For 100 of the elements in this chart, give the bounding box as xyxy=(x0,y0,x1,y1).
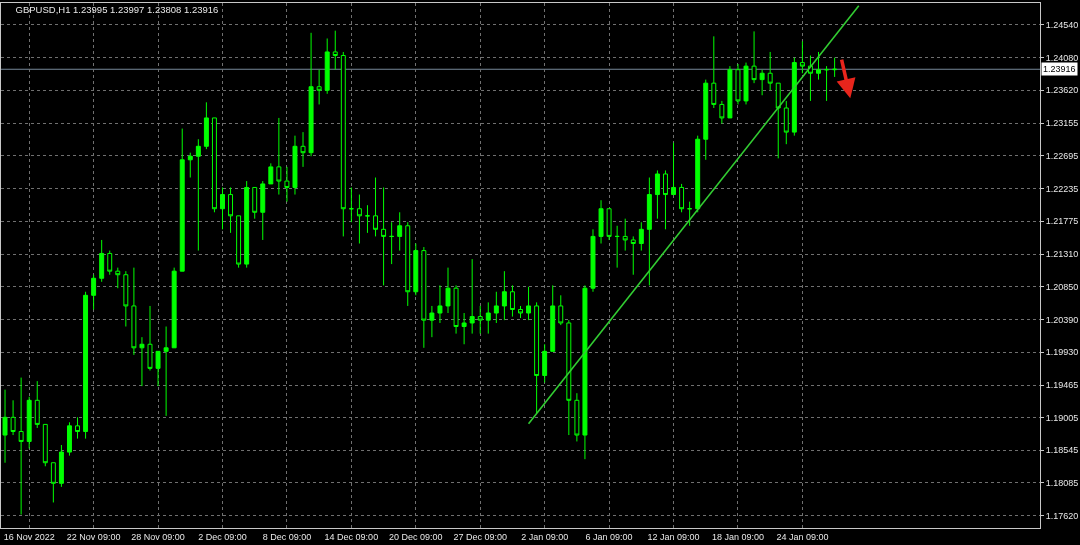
candlestick xyxy=(203,101,209,150)
x-tick-label: 22 Nov 09:00 xyxy=(66,531,121,542)
y-tick-label: 1.24080 xyxy=(1045,52,1079,63)
x-tick-label: 6 Jan 09:00 xyxy=(585,531,633,542)
y-tick-label: 1.21310 xyxy=(1045,249,1079,260)
candlestick xyxy=(356,194,362,245)
candlestick xyxy=(574,392,580,442)
candlestick xyxy=(26,396,32,450)
candlestick xyxy=(558,294,564,326)
candlestick xyxy=(348,186,354,223)
candlestick xyxy=(727,65,733,119)
y-tick-label: 1.21775 xyxy=(1045,216,1079,227)
candlestick xyxy=(429,305,435,338)
x-tick-label: 24 Jan 09:00 xyxy=(776,531,829,542)
candlestick xyxy=(220,186,225,230)
candlestick xyxy=(10,399,16,436)
ref-line-label: 1.23916 xyxy=(1043,64,1076,74)
candlestick xyxy=(663,169,668,230)
candlestick xyxy=(316,69,322,105)
candlestick xyxy=(421,246,427,349)
candlestick xyxy=(171,267,177,349)
y-tick-label: 1.20850 xyxy=(1045,281,1079,292)
candlestick xyxy=(743,62,749,105)
y-tick-label: 1.19930 xyxy=(1045,347,1079,358)
candlestick xyxy=(445,267,451,314)
y-tick-label: 1.18545 xyxy=(1045,445,1079,456)
candlestick xyxy=(260,180,266,241)
candlestick xyxy=(99,239,105,283)
candlestick xyxy=(50,462,56,503)
candlestick xyxy=(719,100,725,125)
candlestick xyxy=(590,228,596,293)
candlestick xyxy=(679,183,685,213)
x-tick-label: 18 Jan 09:00 xyxy=(711,531,764,542)
candlestick xyxy=(66,421,72,457)
candlestick xyxy=(83,291,89,440)
candlestick xyxy=(622,218,628,252)
candlestick xyxy=(389,221,395,265)
candlestick xyxy=(324,37,330,95)
candlestick xyxy=(824,65,830,102)
candlestick xyxy=(469,258,475,335)
candlestick xyxy=(332,30,338,71)
candlestick xyxy=(816,51,821,81)
candlestick xyxy=(405,221,411,307)
candlestick xyxy=(195,138,201,252)
candlestick xyxy=(179,128,185,272)
candlestick xyxy=(91,274,97,310)
candlestick xyxy=(413,243,419,296)
y-tick-label: 1.19465 xyxy=(1045,380,1079,391)
x-tick-label: 14 Dec 09:00 xyxy=(324,531,379,542)
candlestick xyxy=(711,35,717,109)
candlestick xyxy=(654,169,660,220)
candlestick xyxy=(582,284,588,460)
candlestick xyxy=(308,32,314,157)
candlestick xyxy=(18,377,24,516)
candlestick xyxy=(687,201,693,227)
y-tick-label: 1.22695 xyxy=(1045,151,1079,162)
candlestick xyxy=(381,186,387,286)
candlestick xyxy=(646,177,652,286)
x-tick-label: 28 Nov 09:00 xyxy=(131,531,185,542)
candlestick xyxy=(147,305,153,371)
y-tick-label: 1.23155 xyxy=(1045,118,1079,129)
candlestick xyxy=(276,117,282,196)
candlestick xyxy=(75,416,80,440)
candlestick xyxy=(566,319,572,436)
candlestick xyxy=(695,135,701,213)
candlestick xyxy=(759,69,765,96)
candlestick xyxy=(123,270,129,328)
candlestick xyxy=(775,82,781,159)
candlestick xyxy=(485,301,491,335)
y-tick-label: 1.19005 xyxy=(1045,412,1079,423)
candlestick xyxy=(767,51,773,91)
candlestick xyxy=(703,79,709,161)
candlestick xyxy=(340,51,346,237)
candlestick xyxy=(163,326,169,417)
candlestick xyxy=(373,177,378,237)
x-tick-label: 12 Jan 09:00 xyxy=(647,531,700,542)
candlestick xyxy=(155,350,161,387)
candlestick xyxy=(807,55,813,102)
candlestick xyxy=(606,208,612,241)
candlestick xyxy=(671,142,676,196)
candlestick xyxy=(461,312,467,345)
candlestick xyxy=(437,284,443,324)
candlestick xyxy=(638,221,644,252)
candlestick xyxy=(493,291,499,324)
candlestick xyxy=(115,267,121,289)
candlestick xyxy=(131,267,137,356)
candlestick xyxy=(284,166,290,203)
x-tick-label: 27 Dec 09:00 xyxy=(453,531,507,542)
candlestick xyxy=(630,235,636,276)
candlestick xyxy=(791,57,797,137)
candlestick xyxy=(187,152,193,179)
candlestick xyxy=(453,284,459,335)
candlestick xyxy=(783,100,789,145)
y-tick-label: 1.22235 xyxy=(1045,183,1079,194)
x-tick-label: 8 Dec 09:00 xyxy=(262,531,312,542)
candlestick xyxy=(518,305,523,319)
candlestick xyxy=(735,63,741,105)
candlestick xyxy=(501,270,507,321)
y-tick-label: 1.18085 xyxy=(1045,478,1079,489)
y-tick-label: 1.17620 xyxy=(1045,511,1079,522)
